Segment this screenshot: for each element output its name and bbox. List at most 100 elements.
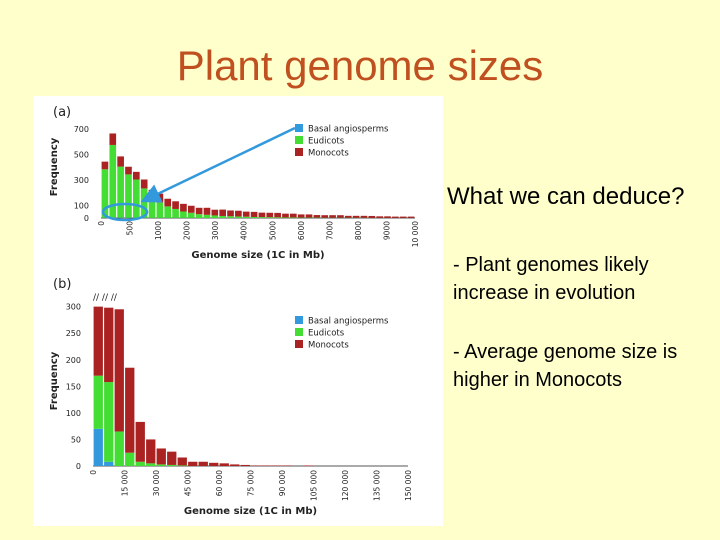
bar-monocots [258, 212, 266, 218]
bar-monocots [198, 461, 208, 466]
bar-eudicots [104, 382, 114, 462]
bar-eudicots [140, 188, 148, 218]
y-tick-label: 0 [84, 214, 89, 223]
y-tick-label: 700 [74, 125, 89, 134]
bar-monocots [188, 461, 198, 466]
x-tick-label: 4000 [240, 221, 249, 240]
bar-monocots [266, 212, 274, 218]
bar-monocots [101, 161, 109, 170]
y-tick-label: 0 [76, 462, 81, 471]
x-tick-label: 9000 [382, 221, 391, 240]
bar-eudicots [235, 216, 242, 218]
bar-eudicots [156, 464, 166, 466]
legend-swatch [295, 328, 303, 336]
bar-monocots [384, 216, 391, 218]
legend-swatch [295, 124, 303, 132]
panel-label: (b) [53, 277, 71, 292]
bar-eudicots [227, 216, 234, 218]
bar-eudicots [177, 465, 187, 466]
bar-monocots [399, 216, 407, 218]
legend-entry: Monocots [308, 149, 349, 159]
bar-eudicots [282, 217, 289, 218]
bar-monocots [240, 464, 250, 466]
axis-break-marks: // // // [93, 293, 118, 303]
y-tick-label: 500 [74, 150, 89, 159]
bar-eudicots [148, 197, 156, 218]
bar-eudicots [203, 214, 211, 218]
bar-monocots [219, 209, 226, 216]
bar-eudicots [167, 464, 177, 466]
bar-monocots [282, 213, 289, 218]
y-tick-label: 300 [66, 303, 81, 312]
bar-eudicots [242, 216, 250, 218]
bar-monocots [290, 213, 297, 218]
x-tick-label: 8000 [354, 221, 363, 240]
bar-eudicots [114, 431, 124, 466]
bar-monocots [146, 439, 156, 464]
bar-eudicots [211, 215, 219, 218]
bar-monocots [321, 215, 329, 218]
bar-monocots [93, 306, 103, 376]
legend-swatch [295, 340, 303, 348]
x-tick-label: 105 000 [310, 470, 319, 501]
y-tick-label: 200 [66, 356, 81, 365]
bar-monocots [140, 179, 148, 189]
bar-eudicots [250, 216, 258, 218]
x-tick-label: 3000 [211, 221, 220, 240]
bar-monocots [235, 210, 242, 217]
x-tick-label: 6000 [297, 221, 306, 240]
bar-eudicots [219, 215, 226, 218]
bar-monocots [156, 448, 166, 465]
bar-monocots [303, 465, 313, 466]
bar-eudicots [93, 375, 103, 429]
bar-eudicots [258, 217, 266, 218]
bar-monocots [211, 209, 219, 216]
x-tick-label: 0 [97, 221, 106, 226]
bullet-evolution: - Plant genomes likely increase in evolu… [453, 254, 649, 304]
bar-monocots [167, 451, 177, 465]
legend-entry: Basal angiosperms [308, 125, 389, 135]
bar-basal-angiosperms [93, 428, 103, 466]
highlight-ellipse [101, 202, 149, 222]
bar-monocots [104, 307, 114, 383]
bar-monocots [376, 216, 383, 218]
legend-entry: Eudicots [308, 329, 345, 339]
bar-monocots [219, 463, 229, 466]
x-tick-label: 30 000 [152, 470, 161, 496]
genome-size-figure: (a) Frequency 0 100 300 500 700 0 500 1000 2000 300… [33, 96, 443, 526]
bar-eudicots [187, 212, 195, 218]
x-tick-label: 120 000 [341, 470, 350, 501]
bar-monocots [114, 309, 124, 432]
x-tick-label: 500 [126, 221, 135, 236]
legend-swatch [295, 136, 303, 144]
bar-eudicots [146, 463, 156, 466]
x-tick-label: 135 000 [373, 470, 382, 501]
legend-swatch [295, 316, 303, 324]
bar-eudicots [125, 174, 132, 218]
bar-monocots [125, 166, 132, 175]
x-tick-label: 5000 [268, 221, 277, 240]
y-tick-label: 50 [71, 435, 81, 444]
bar-eudicots [133, 179, 140, 218]
question-text: What we can deduce? [447, 183, 685, 210]
legend-entry: Eudicots [308, 137, 345, 147]
bar-eudicots [290, 217, 297, 218]
x-tick-label: 45 000 [184, 470, 193, 496]
x-tick-label: 15 000 [121, 470, 130, 496]
bar-monocots [261, 465, 271, 466]
y-tick-label: 300 [74, 176, 89, 185]
bar-monocots [368, 215, 376, 218]
legend-entry: Monocots [308, 341, 349, 351]
bar-eudicots [156, 202, 164, 218]
bar-monocots [164, 198, 172, 207]
bar-monocots [329, 215, 336, 218]
bar-monocots [187, 205, 195, 213]
bar-monocots [272, 465, 282, 466]
x-tick-label: 2000 [183, 221, 192, 240]
bar-eudicots [135, 461, 145, 466]
bar-monocots [297, 214, 305, 218]
legend-swatch [295, 148, 303, 156]
bar-eudicots [117, 166, 124, 218]
x-tick-label: 7000 [325, 221, 334, 240]
slide-title: Plant genome sizes [176, 42, 544, 89]
